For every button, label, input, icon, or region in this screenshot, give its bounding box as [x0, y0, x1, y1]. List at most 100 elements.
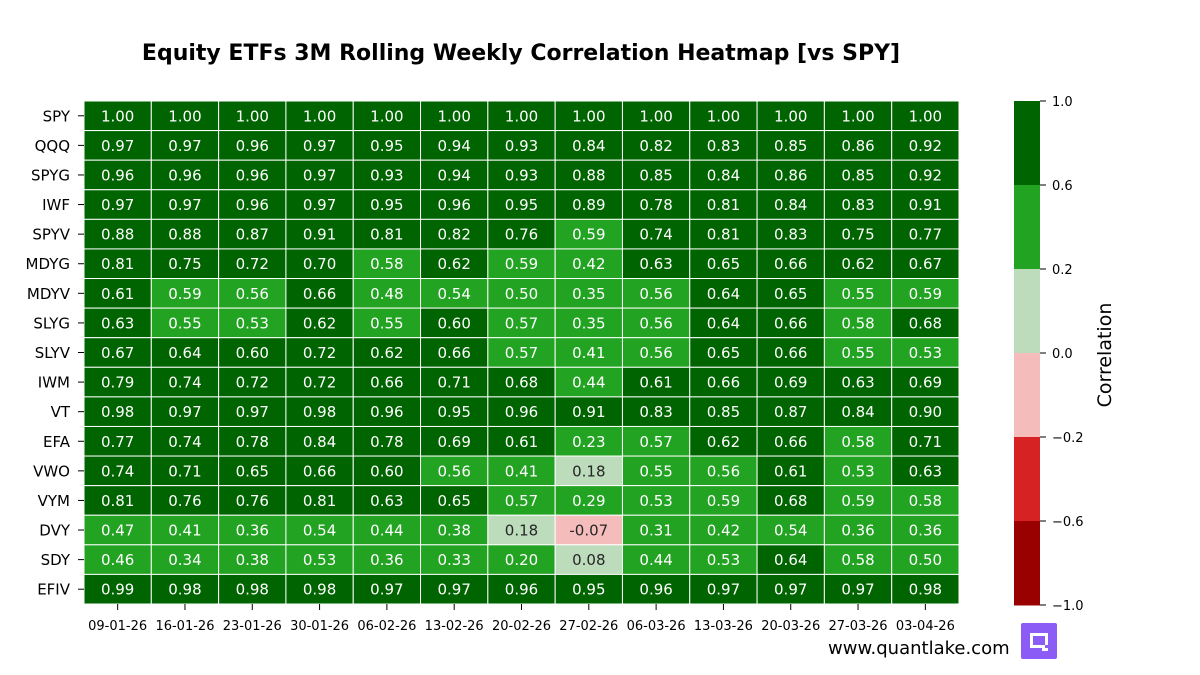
- cell-value-label: 0.95: [505, 196, 538, 214]
- colorbar-label: Correlation: [1094, 303, 1116, 408]
- cell-value-label: 0.53: [639, 492, 672, 510]
- heatmap-cell: [420, 100, 489, 132]
- cell-value-label: 0.71: [168, 462, 201, 480]
- heatmap-cell: [218, 159, 287, 191]
- cell-value-label: 0.59: [505, 255, 538, 273]
- cell-value-label: 0.54: [774, 522, 807, 540]
- cell-value-label: 0.83: [774, 226, 807, 244]
- heatmap-cell: [891, 485, 960, 516]
- cell-value-label: 0.69: [774, 374, 807, 392]
- cell-value-label: 0.59: [909, 285, 942, 303]
- heatmap-cell: [83, 337, 152, 368]
- cell-value-label: 0.96: [101, 166, 134, 184]
- cell-value-label: 0.74: [101, 462, 134, 480]
- column-label: 23-01-26: [223, 619, 282, 634]
- heatmap-cell: [218, 366, 287, 398]
- cell-value-label: 0.76: [168, 492, 201, 510]
- heatmap-cell: [891, 544, 960, 575]
- heatmap-cell: [420, 573, 489, 605]
- heatmap-cell: [689, 130, 758, 161]
- cell-value-label: 0.84: [707, 166, 740, 184]
- cell-value-label: 0.84: [303, 433, 336, 451]
- heatmap-cell: [554, 100, 623, 132]
- heatmap-cell: [285, 248, 354, 280]
- cell-value-label: 0.62: [303, 314, 336, 332]
- cell-value-label: 0.97: [841, 581, 874, 599]
- cell-value-label: 0.75: [841, 226, 874, 244]
- cell-value-label: 0.81: [707, 196, 740, 214]
- heatmap-cell: [487, 278, 556, 309]
- heatmap-cell: [756, 337, 825, 368]
- heatmap-cell: [756, 366, 825, 398]
- heatmap-cell: [891, 189, 960, 220]
- colorbar-tick-label: −0.2: [1052, 431, 1084, 446]
- cell-value-label: -0.07: [569, 522, 608, 540]
- cell-value-label: 0.98: [101, 403, 134, 421]
- column-label: 03-04-26: [896, 619, 955, 634]
- cell-value-label: 0.50: [505, 285, 538, 303]
- heatmap-cell: [352, 425, 422, 457]
- cell-value-label: 1.00: [437, 107, 470, 125]
- cell-value-label: 0.60: [437, 314, 470, 332]
- cell-value-label: 0.91: [909, 196, 942, 214]
- heatmap-cell: [83, 366, 152, 398]
- cell-value-label: 0.98: [168, 581, 201, 599]
- colorbar-tick-label: −0.6: [1052, 515, 1084, 530]
- cell-value-label: 0.61: [774, 462, 807, 480]
- cell-value-label: 0.90: [909, 403, 942, 421]
- cell-value-label: 0.46: [101, 551, 134, 569]
- cell-value-label: 0.62: [707, 433, 740, 451]
- heatmap-cell: [285, 485, 354, 516]
- cell-value-label: 0.74: [168, 433, 201, 451]
- heatmap-cell: [891, 159, 960, 191]
- heatmap-cell: [285, 218, 354, 250]
- column-label: 13-02-26: [425, 619, 484, 634]
- row-label: MDYG: [26, 255, 70, 273]
- cell-value-label: 0.96: [505, 581, 538, 599]
- heatmap-cell: [285, 307, 354, 339]
- heatmap-cell: [487, 307, 556, 339]
- colorbar-segment: [1014, 521, 1040, 606]
- cell-value-label: 0.76: [505, 226, 538, 244]
- cell-value-label: 0.94: [437, 137, 470, 155]
- cell-value-label: 0.82: [639, 137, 672, 155]
- heatmap-cell: [689, 573, 758, 605]
- cell-value-label: 0.75: [168, 255, 201, 273]
- cell-value-label: 0.66: [370, 374, 403, 392]
- cell-value-label: 0.95: [437, 403, 470, 421]
- heatmap-cell: [891, 573, 960, 605]
- heatmap-cell: [150, 248, 220, 280]
- cell-value-label: 0.72: [236, 374, 269, 392]
- heatmap-cell: [83, 278, 152, 309]
- cell-value-label: 0.41: [505, 462, 538, 480]
- heatmap-cell: [756, 159, 825, 191]
- cell-value-label: 0.78: [236, 433, 269, 451]
- heatmap-cell: [756, 248, 825, 280]
- column-labels: 09-01-26 16-01-26 23-01-26 30-01-26 06-02-26…: [88, 604, 955, 634]
- cell-value-label: 0.60: [370, 462, 403, 480]
- cell-value-label: 0.63: [639, 255, 672, 273]
- cell-value-label: 0.81: [303, 492, 336, 510]
- heatmap-cell: [823, 455, 893, 487]
- column-label: 27-03-26: [829, 619, 888, 634]
- cell-value-label: 0.58: [841, 314, 874, 332]
- heatmap-cell: [621, 514, 691, 546]
- heatmap-cell: [285, 130, 354, 161]
- heatmap-cell: [554, 307, 623, 339]
- heatmap-cell: [823, 218, 893, 250]
- row-labels: SPY QQQ SPYG IWF SPYV MDYG MDYV SLYG SLYV IWM VT EF…: [26, 107, 84, 599]
- cell-value-label: 0.70: [303, 255, 336, 273]
- heatmap-cell: [420, 455, 489, 487]
- cell-value-label: 0.67: [909, 255, 942, 273]
- heatmap-cell: [218, 573, 287, 605]
- colorbar-segment: [1014, 185, 1040, 270]
- cell-value-label: 0.79: [101, 374, 134, 392]
- heatmap-cell: [891, 455, 960, 487]
- row-label: IWM: [38, 374, 70, 392]
- cell-value-label: 0.66: [774, 255, 807, 273]
- heatmap-cell: [554, 425, 623, 457]
- row-label: SPYV: [32, 226, 70, 244]
- cell-value-label: 0.53: [841, 462, 874, 480]
- cell-value-label: 0.66: [707, 374, 740, 392]
- heatmap-cell: [756, 573, 825, 605]
